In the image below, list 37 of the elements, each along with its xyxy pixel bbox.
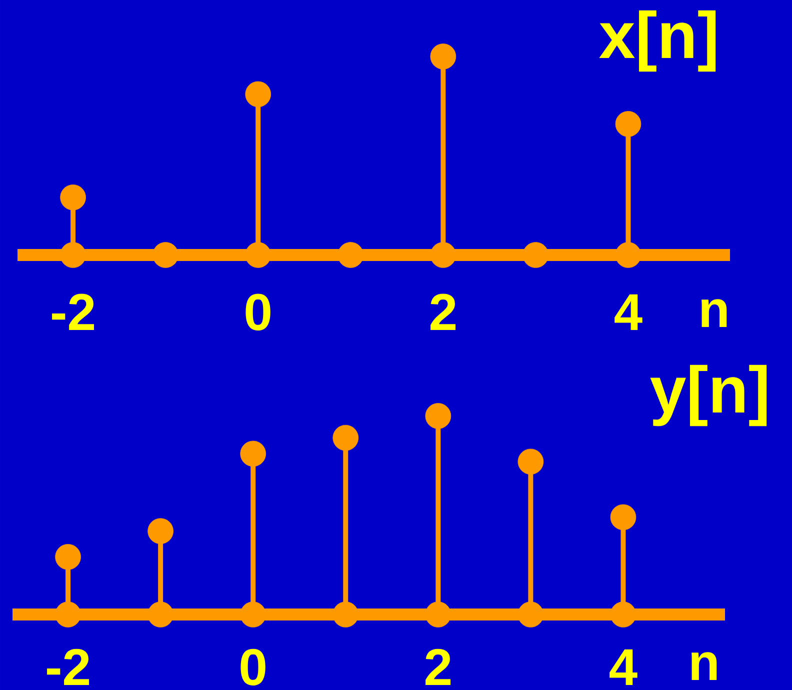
- point: [425, 602, 452, 628]
- x-tick-label: 2: [426, 648, 450, 685]
- point: [55, 544, 81, 570]
- x-tick-label: 4: [610, 649, 638, 685]
- x-tick-label: -2: [47, 648, 89, 685]
- point: [425, 403, 452, 429]
- point: [522, 242, 549, 268]
- x-tick-label: 0: [246, 294, 270, 330]
- point: [240, 602, 266, 628]
- chart-title: x[n]: [599, 10, 716, 72]
- x-tick-label: 4: [614, 294, 642, 330]
- point: [430, 242, 456, 268]
- point: [610, 504, 636, 530]
- x-tick-label: 2: [430, 294, 456, 330]
- point: [615, 111, 642, 137]
- point: [332, 424, 359, 451]
- point: [518, 448, 544, 475]
- x-axis-title: n: [692, 652, 717, 680]
- x-axis-title: n: [702, 299, 727, 327]
- point: [240, 440, 266, 467]
- point: [60, 184, 86, 210]
- point: [338, 242, 364, 268]
- chart-title: y[n]: [650, 364, 767, 426]
- point: [60, 242, 86, 268]
- point: [245, 242, 271, 268]
- point: [430, 44, 456, 70]
- point: [615, 242, 642, 268]
- point: [152, 242, 178, 268]
- point: [245, 81, 271, 108]
- point: [55, 602, 81, 628]
- x-tick-label: 0: [240, 648, 266, 686]
- point: [148, 518, 174, 544]
- x-tick-label: -2: [52, 294, 94, 330]
- point: [332, 602, 359, 628]
- point: [610, 602, 636, 628]
- point: [518, 602, 544, 628]
- point: [148, 602, 174, 628]
